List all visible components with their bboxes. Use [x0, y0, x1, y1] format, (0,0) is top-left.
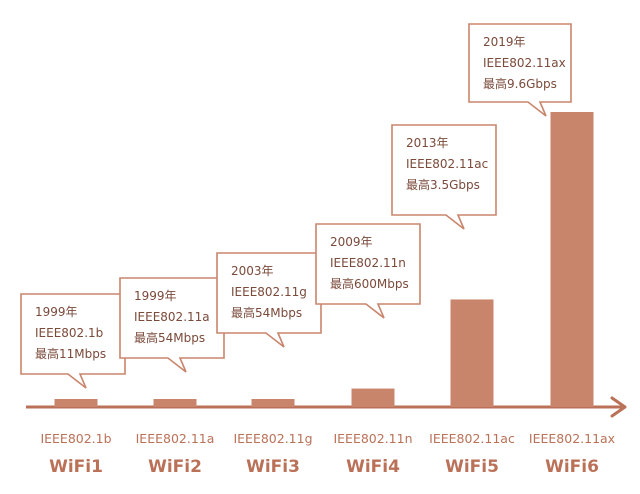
x-tick-standard-label: IEEE802.11ac	[429, 431, 515, 446]
callout-wifi2: 1999年 IEEE802.11a 最高54Mbps	[119, 277, 225, 373]
callout-speed-label: 最高11Mbps	[35, 346, 106, 361]
callout-bubble	[391, 124, 497, 230]
x-axis-arrow-icon	[610, 396, 627, 418]
x-tick-standard-label: IEEE802.11g	[233, 431, 312, 446]
callout-standard-label: IEEE802.1b	[35, 326, 103, 340]
callout-speed-label: 最高9.6Gbps	[483, 76, 557, 91]
callout-wifi1: 1999年 IEEE802.1b 最高11Mbps	[20, 293, 126, 389]
callout-speed-label: 最高3.5Gbps	[406, 177, 480, 192]
x-tick-generation-label: WiFi6	[545, 457, 599, 477]
callout-standard-label: IEEE802.11n	[330, 256, 406, 270]
callout-speed-label: 最高600Mbps	[330, 276, 409, 291]
callout-wifi5: 2013年 IEEE802.11ac 最高3.5Gbps	[391, 124, 497, 230]
callout-bubble	[315, 223, 421, 319]
callout-year-label: 2019年	[483, 35, 526, 49]
x-tick-standard-label: IEEE802.11ax	[529, 431, 615, 446]
callout-bubble	[468, 23, 572, 117]
bar-wifi5	[450, 299, 494, 407]
x-tick-generation-label: WiFi5	[445, 457, 499, 477]
x-tick-generation-label: WiFi4	[346, 457, 400, 477]
callout-standard-label: IEEE802.11ax	[483, 56, 566, 70]
callout-standard-label: IEEE802.11ac	[406, 157, 488, 171]
callout-year-label: 2009年	[330, 235, 373, 249]
callout-speed-label: 最高54Mbps	[134, 330, 205, 345]
callout-year-label: 1999年	[35, 305, 78, 319]
callout-wifi6: 2019年 IEEE802.11ax 最高9.6Gbps	[468, 23, 572, 117]
x-tick-standard-label: IEEE802.11a	[136, 431, 215, 446]
callout-wifi3: 2003年 IEEE802.11g 最高54Mbps	[216, 252, 322, 348]
callout-standard-label: IEEE802.11a	[134, 310, 210, 324]
bar-wifi3	[251, 399, 295, 407]
x-tick-generation-label: WiFi3	[246, 457, 300, 477]
x-tick-generation-label: WiFi1	[49, 457, 103, 477]
callout-standard-label: IEEE802.11g	[231, 285, 307, 299]
bar-wifi4	[351, 388, 395, 407]
x-tick-standard-label: IEEE802.11n	[333, 431, 412, 446]
callout-year-label: 2013年	[406, 136, 449, 150]
callout-year-label: 1999年	[134, 289, 177, 303]
x-tick-generation-label: WiFi2	[148, 457, 202, 477]
callout-wifi4: 2009年 IEEE802.11n 最高600Mbps	[315, 223, 421, 319]
callout-year-label: 2003年	[231, 264, 274, 278]
x-tick-standard-label: IEEE802.1b	[40, 431, 111, 446]
callout-speed-label: 最高54Mbps	[231, 305, 302, 320]
bar-wifi2	[153, 399, 197, 407]
bar-wifi1	[54, 399, 98, 407]
bar-wifi6	[550, 112, 594, 407]
